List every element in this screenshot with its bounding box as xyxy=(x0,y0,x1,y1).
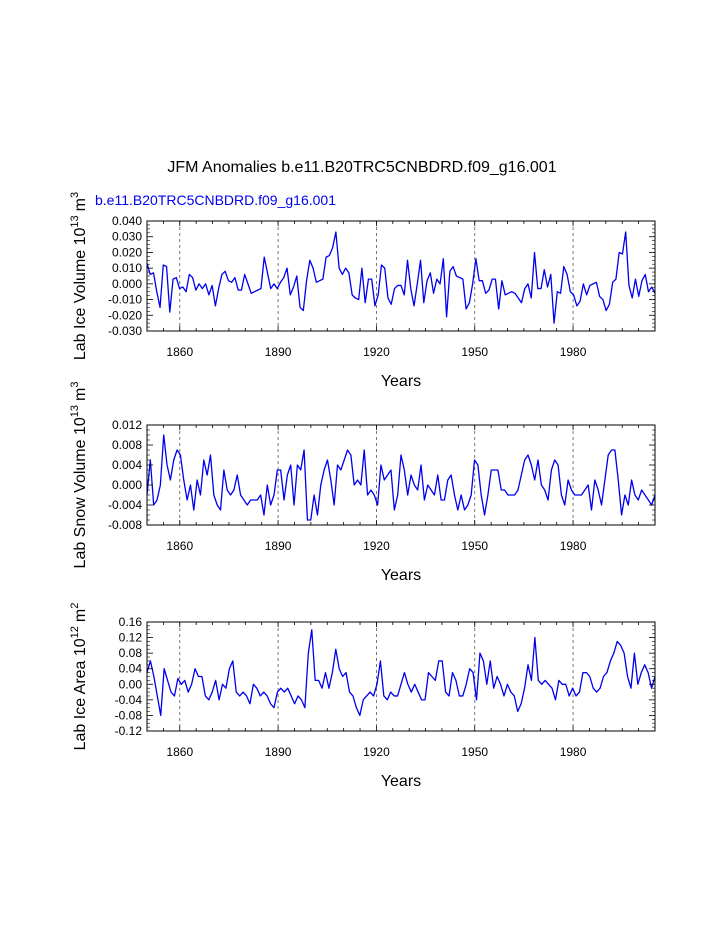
y-tick-label: 0.040 xyxy=(112,214,142,228)
y-tick-label: 0.00 xyxy=(119,677,143,691)
x-tick-label: 1950 xyxy=(461,539,488,553)
y-tick-label: -0.04 xyxy=(115,693,143,707)
y-axis-title-unit: m xyxy=(72,388,89,401)
y-axis-title-text: Lab Ice Area 10 xyxy=(72,638,89,750)
y-tick-label: 0.08 xyxy=(119,646,143,660)
y-axis-title-text: Lab Snow Volume 10 xyxy=(72,417,89,568)
y-tick-label: 0.012 xyxy=(112,418,142,432)
y-axis-title: Lab Ice Volume 1013 m3 xyxy=(69,192,89,360)
x-tick-label: 1890 xyxy=(265,539,292,553)
x-tick-label: 1860 xyxy=(166,345,193,359)
y-axis-title-exponent: 13 xyxy=(69,215,81,227)
y-tick-label: -0.020 xyxy=(108,308,142,322)
legend-label: b.e11.B20TRC5CNBDRD.f09_g16.001 xyxy=(95,192,336,208)
chart-panel-3: 1860 1890 1920 1950 1980-0.12-0.08-0.040.000… xyxy=(69,603,656,790)
x-tick-label: 1920 xyxy=(363,539,390,553)
y-axis-title: Lab Snow Volume 1013 m3 xyxy=(69,382,89,569)
x-tick-label: 1860 xyxy=(166,539,193,553)
y-tick-label: 0.04 xyxy=(119,662,143,676)
y-tick-label: 0.020 xyxy=(112,245,142,259)
y-tick-label: -0.08 xyxy=(115,708,143,722)
y-tick-label: -0.008 xyxy=(108,518,142,532)
y-tick-label: 0.12 xyxy=(119,631,143,645)
y-tick-label: 0.000 xyxy=(112,277,142,291)
y-axis-title-unit-exponent: 3 xyxy=(69,382,81,388)
y-axis-title-text: Lab Ice Volume 10 xyxy=(72,227,89,360)
y-tick-label: -0.030 xyxy=(108,324,142,338)
x-tick-label: 1950 xyxy=(461,345,488,359)
y-tick-label: -0.12 xyxy=(115,724,143,738)
y-tick-label: 0.010 xyxy=(112,261,142,275)
x-axis-title: Years xyxy=(381,773,421,790)
chart-title: JFM Anomalies b.e11.B20TRC5CNBDRD.f09_g1… xyxy=(167,159,556,176)
x-tick-label: 1950 xyxy=(461,745,488,759)
y-axis-title-unit: m xyxy=(72,609,89,622)
x-tick-label: 1980 xyxy=(560,345,587,359)
y-axis-title: Lab Ice Area 1012 m2 xyxy=(69,603,89,751)
x-axis-title: Years xyxy=(381,567,421,584)
chart-panel-1: 1860 1890 1920 1950 1980 -0.030 -0.020-0.010 0.… xyxy=(69,192,656,390)
x-tick-label: 1980 xyxy=(560,539,587,553)
x-tick-label: 1980 xyxy=(560,745,587,759)
x-tick-label: 1890 xyxy=(265,345,292,359)
y-axis-title-exponent: 13 xyxy=(69,405,81,417)
chart-panel-2: 1860 1890 1920 1950 1980 -0.008 -0.004 0.000 0.0… xyxy=(69,382,656,584)
x-tick-label: 1920 xyxy=(363,345,390,359)
y-axis-title-unit: m xyxy=(72,198,89,211)
y-tick-label: 0.16 xyxy=(119,615,143,629)
y-tick-label: 0.030 xyxy=(112,230,142,244)
series-line xyxy=(146,231,656,324)
series-line xyxy=(146,434,656,521)
x-tick-label: 1920 xyxy=(363,745,390,759)
y-tick-label: 0.004 xyxy=(112,458,142,472)
y-tick-label: -0.010 xyxy=(108,293,142,307)
x-tick-label: 1860 xyxy=(166,745,193,759)
plot-frame xyxy=(146,621,656,732)
y-axis-title-unit-exponent: 2 xyxy=(69,603,81,609)
y-tick-label: -0.004 xyxy=(108,498,142,512)
x-axis-title: Years xyxy=(381,373,421,390)
y-tick-label: 0.000 xyxy=(112,478,142,492)
y-axis-title-unit-exponent: 3 xyxy=(69,192,81,198)
y-axis-title-exponent: 12 xyxy=(69,626,81,638)
plot-frame xyxy=(146,220,656,332)
x-tick-label: 1890 xyxy=(265,745,292,759)
series-line xyxy=(146,629,656,717)
y-tick-label: 0.008 xyxy=(112,438,142,452)
